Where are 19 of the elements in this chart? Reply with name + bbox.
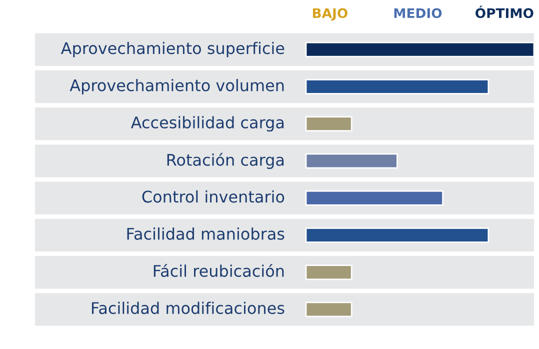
bar	[305, 227, 490, 243]
y-tick-label: Fácil reubicación	[154, 264, 284, 277]
y-tick-label: Rotación carga	[167, 152, 284, 169]
y-tick-label: Aprovechamiento superficie	[60, 42, 284, 58]
bar	[305, 190, 444, 206]
bar	[305, 116, 352, 132]
text: BAJO	[312, 8, 348, 21]
bar	[305, 78, 490, 94]
text: ÓPTIMO	[476, 6, 534, 18]
y-tick-label: Accesibilidad carga	[130, 116, 284, 132]
bar	[305, 42, 534, 58]
bar	[305, 153, 398, 169]
y-tick-label: Control inventario	[142, 190, 284, 203]
bar	[305, 302, 352, 318]
y-tick-label: Facilidad modificaciones	[92, 302, 284, 314]
bar	[305, 264, 352, 280]
y-tick-label: Aprovechamiento volumen	[70, 78, 284, 94]
y-tick-label: Facilidad maniobras	[127, 227, 284, 240]
text: MEDIO	[394, 8, 442, 18]
